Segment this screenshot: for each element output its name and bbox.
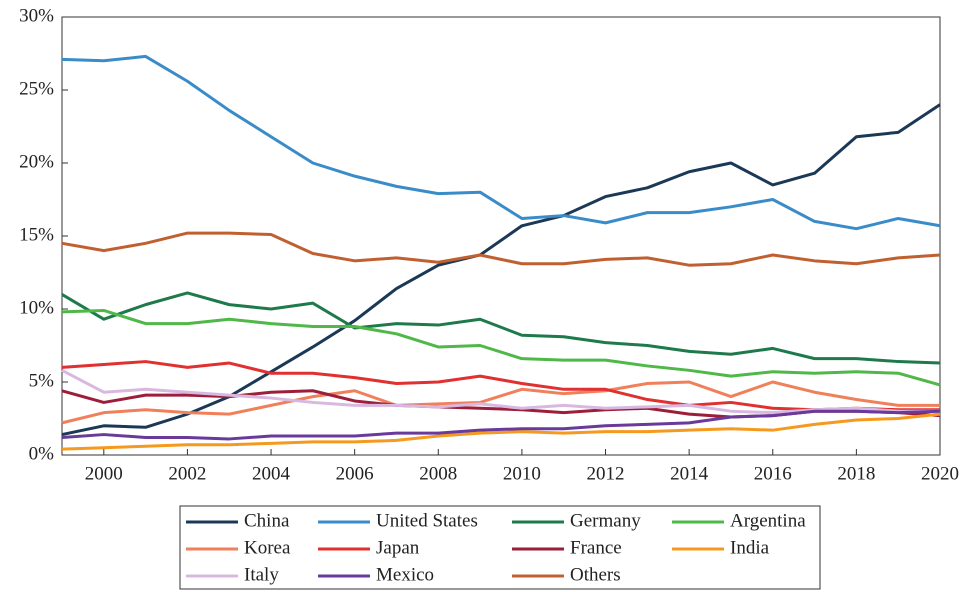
legend-label: France — [570, 537, 622, 558]
x-tick-label: 2004 — [252, 463, 291, 484]
y-tick-label: 25% — [19, 78, 54, 99]
legend-label: United States — [376, 510, 478, 531]
x-tick-label: 2010 — [503, 463, 541, 484]
series-line — [61, 291, 941, 365]
x-tick-label: 2020 — [921, 463, 959, 484]
series-line — [61, 409, 941, 441]
legend-label: Mexico — [376, 564, 434, 585]
y-tick-label: 0% — [29, 443, 55, 464]
x-tick-label: 2006 — [336, 463, 374, 484]
series-line — [61, 380, 940, 425]
series-line — [61, 231, 941, 267]
x-tick-label: 2012 — [587, 463, 625, 484]
x-tick-label: 2000 — [85, 463, 123, 484]
legend-label: Korea — [244, 537, 291, 558]
legend-label: Japan — [376, 537, 420, 558]
series-line — [61, 360, 940, 412]
y-tick-label: 20% — [19, 151, 54, 172]
legend-label: China — [244, 510, 290, 531]
legend-label: Germany — [570, 510, 641, 531]
legend-label: Others — [570, 564, 621, 585]
y-tick-label: 5% — [29, 370, 55, 391]
x-tick-label: 2008 — [419, 463, 457, 484]
y-tick-label: 15% — [19, 224, 54, 245]
series-layer — [61, 54, 941, 451]
x-tick-label: 2016 — [754, 463, 792, 484]
x-tick-label: 2018 — [837, 463, 875, 484]
legend-label: India — [730, 537, 770, 558]
legend-label: Argentina — [730, 510, 806, 531]
series-line — [61, 308, 941, 387]
legend-box — [179, 505, 821, 590]
series-line — [61, 412, 941, 451]
x-tick-label: 2002 — [168, 463, 206, 484]
y-tick-label: 10% — [19, 297, 54, 318]
y-tick-label: 30% — [19, 5, 54, 26]
legend-label: Italy — [244, 564, 279, 585]
series-line — [61, 103, 941, 437]
series-line — [61, 54, 941, 231]
series-line — [61, 368, 940, 415]
x-tick-label: 2014 — [670, 463, 709, 484]
